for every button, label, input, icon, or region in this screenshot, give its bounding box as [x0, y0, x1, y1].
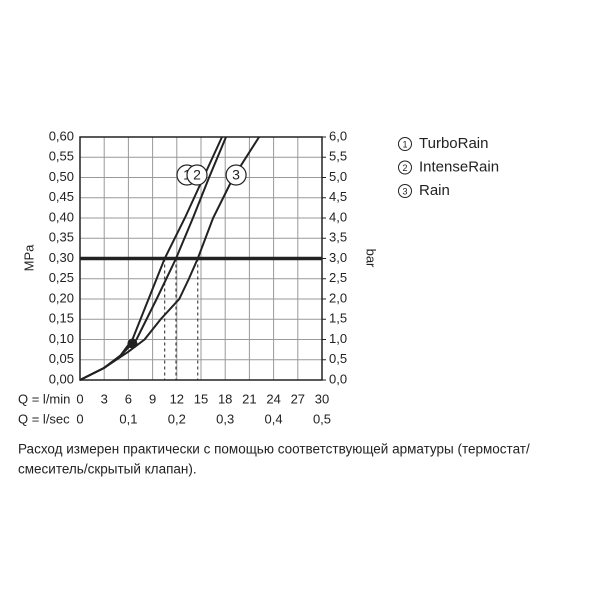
legend-number: 2	[402, 163, 407, 173]
y2-tick-label: 0,0	[329, 371, 347, 386]
y-tick-label: 0,20	[49, 290, 74, 305]
x2-tick-label: 0,5	[313, 411, 331, 426]
y-tick-label: 0,60	[49, 128, 74, 143]
x-tick-label: 9	[149, 391, 156, 406]
series-line	[79, 136, 260, 381]
y-tick-label: 0,25	[49, 270, 74, 285]
x2-title: Q = l/sec	[18, 411, 70, 426]
y2-title: bar	[364, 249, 379, 268]
y2-tick-label: 5,0	[329, 169, 347, 184]
y2-tick-label: 3,0	[329, 250, 347, 265]
legend-label: IntenseRain	[419, 158, 499, 175]
x-tick-label: 3	[101, 391, 108, 406]
x-tick-label: 6	[125, 391, 132, 406]
y2-tick-label: 5,5	[329, 149, 347, 164]
legend-circle	[398, 137, 412, 151]
y-tick-label: 0,40	[49, 209, 74, 224]
x2-tick-label: 0,4	[265, 411, 283, 426]
y2-tick-label: 4,0	[329, 209, 347, 224]
y-tick-label: 0,10	[49, 331, 74, 346]
curve-label-circle	[186, 164, 208, 186]
curve-label-circle	[225, 164, 247, 186]
y2-tick-label: 1,5	[329, 311, 347, 326]
legend-label: TurboRain	[419, 135, 488, 152]
legend-number: 1	[402, 139, 407, 149]
x-tick-label: 15	[194, 391, 208, 406]
y-tick-label: 0,35	[49, 230, 74, 245]
y-tick-label: 0,00	[49, 371, 74, 386]
y-tick-label: 0,45	[49, 189, 74, 204]
x2-tick-label: 0,1	[119, 411, 137, 426]
legend-circle	[398, 160, 412, 175]
x-tick-label: 0	[76, 391, 83, 406]
y2-tick-label: 2,5	[329, 270, 347, 285]
x-tick-label: 24	[266, 391, 280, 406]
caption-line: Расход измерен практически с помощью соо…	[18, 442, 530, 457]
x-title: Q = l/min	[18, 391, 70, 406]
y2-tick-label: 3,5	[329, 230, 347, 245]
x2-tick-label: 0	[76, 411, 83, 426]
legend-label: Rain	[419, 182, 450, 199]
x-tick-label: 21	[242, 391, 256, 406]
x-tick-label: 27	[291, 391, 305, 406]
y-tick-label: 0,15	[49, 311, 74, 326]
x2-tick-label: 0,2	[168, 411, 186, 426]
y-title: MPa	[21, 244, 36, 272]
x-tick-label: 30	[315, 391, 329, 406]
y-tick-label: 0,05	[49, 351, 74, 366]
x-tick-label: 12	[170, 391, 184, 406]
curve-label: 3	[232, 167, 240, 183]
y2-tick-label: 6,0	[329, 128, 347, 143]
y-tick-label: 0,50	[49, 169, 74, 184]
marker-dot	[127, 338, 138, 349]
y2-tick-label: 4,5	[329, 189, 347, 204]
curve-label: 2	[193, 167, 201, 183]
legend-circle	[398, 184, 412, 198]
legend-number: 3	[402, 186, 407, 196]
y2-tick-label: 1,0	[329, 331, 347, 346]
y2-tick-label: 0,5	[329, 351, 347, 366]
x2-tick-label: 0,3	[216, 411, 234, 426]
y-tick-label: 0,30	[49, 250, 74, 265]
y-tick-label: 0,55	[49, 149, 74, 164]
x-tick-label: 18	[218, 391, 232, 406]
caption-line: смеситель/скрытый клапан).	[18, 462, 197, 477]
y2-tick-label: 2,0	[329, 290, 347, 305]
